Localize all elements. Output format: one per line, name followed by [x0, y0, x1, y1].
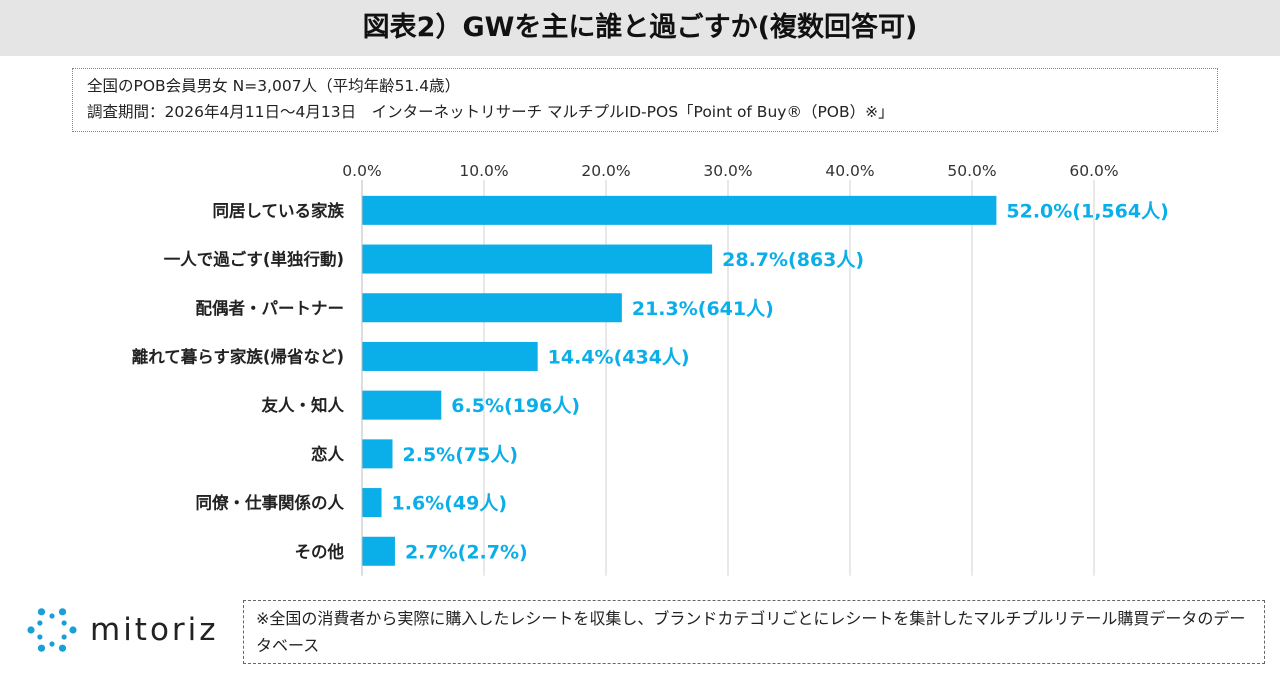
x-tick-label: 0.0% [342, 162, 381, 180]
data-label: 28.7%(863人) [722, 249, 864, 271]
logo-dot [49, 613, 55, 619]
data-label: 14.4%(434人) [548, 346, 690, 368]
bar [362, 293, 622, 323]
category-label: 離れて暮らす家族(帰省など) [132, 346, 344, 366]
page-title: 図表2）GWを主に誰と過ごすか(複数回答可) [362, 12, 918, 43]
bar [362, 536, 395, 566]
x-tick-label: 10.0% [459, 162, 508, 180]
logo-dot [37, 634, 43, 640]
logo-dot [27, 626, 35, 634]
bar [362, 439, 393, 469]
data-label: 2.7%(2.7%) [405, 541, 528, 563]
logo-dot [37, 608, 46, 616]
category-label: 同僚・仕事関係の人 [196, 493, 345, 513]
footnote: ※全国の消費者から実際に購入したレシートを収集し、ブランドカテゴリごとにレシート… [243, 600, 1265, 664]
logo-dot [37, 620, 43, 626]
logo-text: mitoriz [90, 612, 219, 648]
logo-dot [49, 641, 55, 647]
category-label: 一人で過ごす(単独行動) [164, 249, 344, 269]
company-logo: mitoriz [26, 602, 226, 658]
survey-info-line2: 調査期間：2026年4月11日～4月13日 インターネットリサーチ マルチプルI… [87, 103, 894, 121]
x-tick-label: 30.0% [703, 162, 752, 180]
survey-info-line1: 全国のPOB会員男女 N=3,007人（平均年齢51.4歳） [87, 77, 461, 95]
category-label: 友人・知人 [262, 395, 345, 415]
category-label: 同居している家族 [212, 200, 344, 220]
title-bar: 図表2）GWを主に誰と過ごすか(複数回答可) [0, 0, 1280, 56]
category-label: 配偶者・パートナー [196, 298, 345, 318]
logo-dot [69, 626, 77, 634]
survey-info-box: 全国のPOB会員男女 N=3,007人（平均年齢51.4歳） 調査期間：2026… [72, 68, 1218, 132]
sun-burst-logo-icon [27, 608, 77, 652]
logo-dot [61, 634, 67, 640]
logo-dot [61, 620, 67, 626]
x-tick-label: 50.0% [947, 162, 996, 180]
category-label: 恋人 [311, 444, 345, 464]
x-tick-label: 20.0% [581, 162, 630, 180]
category-label: その他 [295, 541, 345, 561]
bar [362, 195, 997, 225]
bar [362, 390, 442, 420]
x-tick-label: 60.0% [1069, 162, 1118, 180]
data-label: 1.6%(49人) [392, 493, 508, 515]
x-tick-label: 40.0% [825, 162, 874, 180]
logo-dot [37, 644, 46, 652]
logo-dot [58, 608, 67, 616]
bar [362, 244, 713, 274]
bar [362, 488, 382, 518]
logo-dot [58, 644, 67, 652]
bar-chart: 0.0% 10.0% 20.0% 30.0% 40.0% 50.0% 60.0% 同居している… [132, 162, 1169, 576]
bar [362, 341, 538, 371]
data-label: 52.0%(1,564人) [1006, 200, 1168, 222]
data-label: 21.3%(641人) [632, 298, 774, 320]
data-label: 2.5%(75人) [403, 444, 519, 466]
data-label: 6.5%(196人) [451, 395, 580, 417]
